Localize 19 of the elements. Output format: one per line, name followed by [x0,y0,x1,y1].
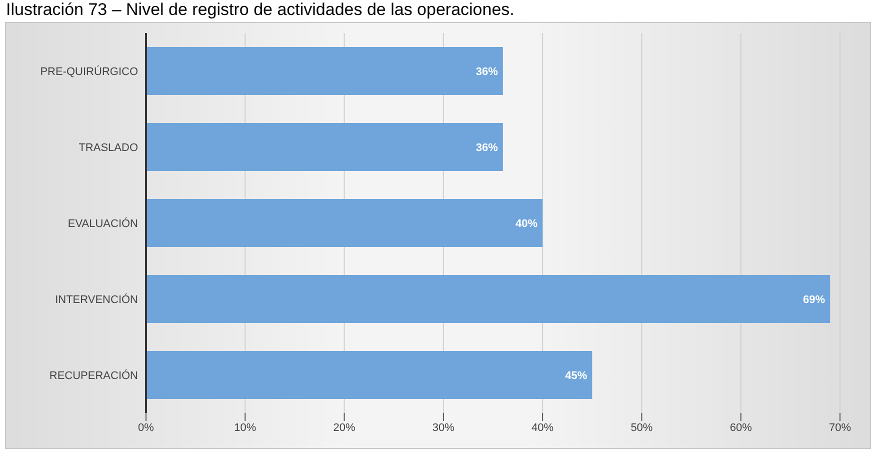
y-tick-label: EVALUACIÓN [68,216,138,230]
data-label: 69% [803,294,826,306]
x-tick-label: 40% [532,422,554,434]
data-label: 45% [565,370,588,382]
y-tick-label: INTERVENCIÓN [55,292,138,306]
x-tick-label: 30% [432,422,455,434]
data-label: 36% [476,66,498,78]
x-tick-label: 50% [630,422,653,434]
x-tick-label: 60% [730,422,752,434]
data-label: 36% [476,142,498,154]
x-tick-label: 10% [234,422,256,434]
x-tick-label: 0% [138,422,154,434]
y-tick-label: PRE-QUIRÚRGICO [40,64,138,78]
y-tick-label: RECUPERACIÓN [49,368,138,382]
x-tick-label: 70% [828,422,852,434]
y-tick-label: TRASLADO [78,142,138,154]
data-label: 40% [516,218,538,230]
chart-title: Ilustración 73 – Nivel de registro de actividades de las operaciones. [5,0,516,21]
x-tick-label: 20% [333,422,356,434]
